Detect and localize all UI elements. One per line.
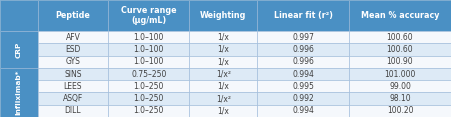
Text: 1/x: 1/x [217, 106, 230, 115]
Bar [0, 68, 38, 117]
Text: Curve range
(μg/mL): Curve range (μg/mL) [121, 6, 177, 25]
Text: 1/x: 1/x [217, 45, 230, 54]
Text: CRP: CRP [16, 41, 22, 58]
Bar [258, 0, 349, 31]
Text: 1.0–250: 1.0–250 [133, 94, 164, 103]
Bar [108, 43, 189, 56]
Text: Peptide: Peptide [55, 11, 90, 20]
Bar [189, 56, 258, 68]
Text: GYS: GYS [65, 57, 80, 66]
Text: 0.995: 0.995 [292, 82, 314, 91]
Bar [349, 105, 451, 117]
Bar [349, 56, 451, 68]
Bar [349, 92, 451, 105]
Text: 100.60: 100.60 [387, 33, 413, 42]
Text: 0.75–250: 0.75–250 [131, 69, 166, 79]
Bar [189, 80, 258, 92]
Bar [189, 105, 258, 117]
Text: 0.994: 0.994 [292, 69, 314, 79]
Bar [38, 105, 108, 117]
Text: 1/x²: 1/x² [216, 69, 231, 79]
Text: Linear fit (r²): Linear fit (r²) [274, 11, 333, 20]
Bar [38, 31, 108, 43]
Text: 98.10: 98.10 [389, 94, 411, 103]
Text: ESD: ESD [65, 45, 81, 54]
Bar [189, 43, 258, 56]
Bar [38, 0, 108, 31]
Text: 0.996: 0.996 [292, 57, 314, 66]
Text: 1/x: 1/x [217, 57, 230, 66]
Text: Mean % accuracy: Mean % accuracy [361, 11, 439, 20]
Bar [258, 31, 349, 43]
Text: LEES: LEES [64, 82, 82, 91]
Text: 100.20: 100.20 [387, 106, 413, 115]
Bar [349, 43, 451, 56]
Text: 101.000: 101.000 [384, 69, 416, 79]
Text: 0.992: 0.992 [292, 94, 314, 103]
Text: 0.997: 0.997 [292, 33, 314, 42]
Text: 1.0–100: 1.0–100 [133, 57, 164, 66]
Bar [38, 43, 108, 56]
Bar [108, 68, 189, 80]
Bar [0, 31, 38, 68]
Text: 0.996: 0.996 [292, 45, 314, 54]
Bar [258, 43, 349, 56]
Text: 1/x: 1/x [217, 33, 230, 42]
Bar [108, 0, 189, 31]
Bar [108, 31, 189, 43]
Text: 1/x²: 1/x² [216, 94, 231, 103]
Text: SINS: SINS [64, 69, 82, 79]
Bar [258, 80, 349, 92]
Text: DILL: DILL [64, 106, 81, 115]
Text: 100.90: 100.90 [387, 57, 413, 66]
Text: ASQF: ASQF [63, 94, 83, 103]
Text: 99.00: 99.00 [389, 82, 411, 91]
Bar [258, 56, 349, 68]
Bar [189, 31, 258, 43]
Bar [108, 92, 189, 105]
Text: 1.0–100: 1.0–100 [133, 45, 164, 54]
Bar [258, 92, 349, 105]
Bar [189, 68, 258, 80]
Bar [38, 56, 108, 68]
Bar [258, 105, 349, 117]
Bar [108, 80, 189, 92]
Bar [349, 31, 451, 43]
Text: Infliximab*: Infliximab* [16, 70, 22, 115]
Text: AFV: AFV [65, 33, 80, 42]
Text: 1/x: 1/x [217, 82, 230, 91]
Text: 0.994: 0.994 [292, 106, 314, 115]
Text: 1.0–100: 1.0–100 [133, 33, 164, 42]
Bar [38, 68, 108, 80]
Bar [189, 92, 258, 105]
Bar [258, 68, 349, 80]
Text: 1.0–250: 1.0–250 [133, 106, 164, 115]
Bar [108, 56, 189, 68]
Bar [38, 80, 108, 92]
Bar [189, 0, 258, 31]
Bar [38, 92, 108, 105]
Text: 1.0–250: 1.0–250 [133, 82, 164, 91]
Bar [349, 80, 451, 92]
Bar [108, 105, 189, 117]
Text: Weighting: Weighting [200, 11, 247, 20]
Bar [349, 0, 451, 31]
Text: 100.60: 100.60 [387, 45, 413, 54]
Bar [349, 68, 451, 80]
Bar [0, 0, 38, 31]
